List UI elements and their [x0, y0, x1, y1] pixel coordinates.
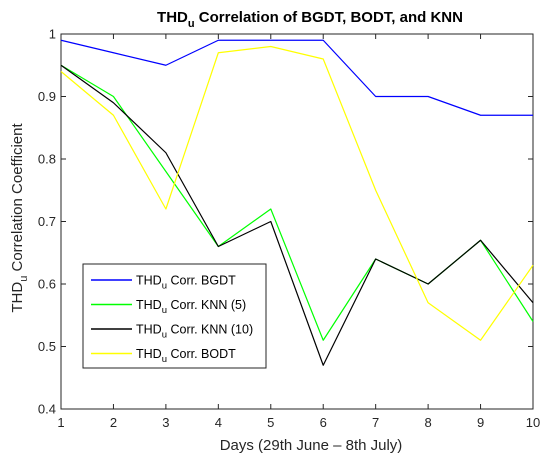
x-axis: 1 2 3 4 5 6 7 8 9 10 [57, 34, 540, 430]
chart-title: THDu Correlation of BGDT, BODT, and KNN [157, 9, 463, 30]
x-tick-label: 1 [57, 415, 64, 430]
x-tick-label: 9 [477, 415, 484, 430]
series-line-1 [60, 39, 533, 116]
y-tick-label: 0.7 [38, 214, 56, 229]
y-tick-label: 0.9 [38, 89, 56, 104]
x-tick-label: 7 [372, 415, 379, 430]
y-axis-title: THDu Correlation Coefficient [9, 123, 30, 313]
x-tick-label: 2 [110, 415, 117, 430]
y-axis: 0.4 0.5 0.6 0.7 0.8 0.9 1 [38, 27, 533, 417]
legend-label: THDu Corr. KNN (10) [136, 323, 253, 341]
y-tick-label: 0.8 [38, 152, 56, 167]
y-tick-label: 0.5 [38, 339, 56, 354]
x-tick-label: 6 [320, 415, 327, 430]
y-tick-label: 0.4 [38, 402, 56, 417]
series-line-4 [60, 45, 534, 341]
x-tick-label: 5 [267, 415, 274, 430]
x-tick-label: 4 [215, 415, 222, 430]
series-layer [60, 39, 534, 366]
legend-box [82, 263, 267, 369]
x-tick-label: 8 [424, 415, 431, 430]
legend-label: THDu Corr. BGDT [136, 274, 236, 292]
y-tick-label: 1 [49, 27, 56, 42]
series-line-3 [60, 64, 534, 366]
legend-label: THDu Corr. KNN (5) [136, 298, 246, 316]
legend: THDu Corr. BGDT THDu Corr. KNN (5) THDu Co… [82, 263, 267, 369]
plot-area: 1 2 3 4 5 6 7 8 9 10 0.4 0.5 0.6 0.7 0.8 0.9 1 [38, 27, 540, 431]
x-tick-label: 3 [162, 415, 169, 430]
legend-label: THDu Corr. BODT [136, 347, 236, 365]
y-tick-label: 0.6 [38, 277, 56, 292]
x-tick-label: 10 [526, 415, 540, 430]
x-axis-title: Days (29th June – 8th July) [220, 437, 403, 454]
